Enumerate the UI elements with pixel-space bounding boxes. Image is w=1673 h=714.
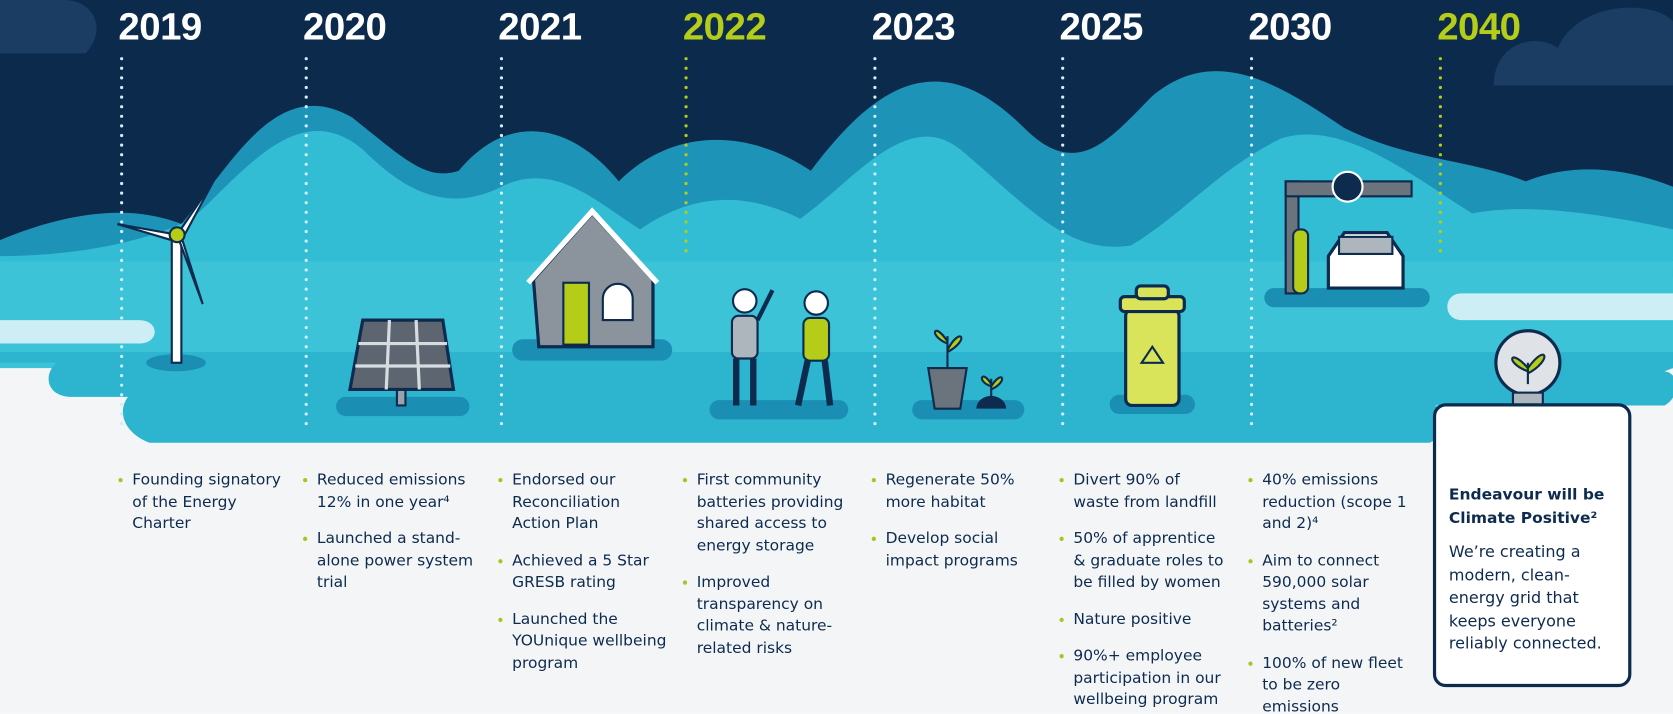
year-label: 2021	[498, 4, 581, 49]
milestone: First community batteries providing shar…	[683, 469, 854, 556]
year-label: 2019	[118, 4, 201, 49]
milestone: 40% emissions reduction (scope 1 and 2)⁴	[1248, 469, 1419, 535]
card-text: We’re creating a modern, clean-energy gr…	[1449, 541, 1615, 656]
milestone: Aim to connect 590,000 solar systems and…	[1248, 550, 1419, 637]
year-label: 2040	[1437, 4, 1520, 49]
milestone: Improved transparency on climate & natur…	[683, 572, 854, 659]
milestone: Endorsed our Reconciliation Action Plan	[498, 469, 669, 535]
milestone: Reduced emissions 12% in one year⁴	[303, 469, 474, 513]
milestone-list: Endorsed our Reconciliation Action Plan A…	[498, 469, 669, 689]
cloud	[0, 0, 96, 53]
year-label: 2022	[683, 4, 766, 49]
shore	[0, 352, 1673, 363]
card-title: Endeavour will be Climate Positive²	[1449, 483, 1615, 530]
milestone-list: Founding signatory of the Energy Charter	[118, 469, 289, 550]
year-label: 2030	[1248, 4, 1331, 49]
milestone-list: 40% emissions reduction (scope 1 and 2)⁴…	[1248, 469, 1419, 713]
page: {"columns":[ {"year":"2019","year_color"…	[0, 0, 1673, 714]
milestone-list: Regenerate 50% more habitat Develop socia…	[872, 469, 1043, 586]
milestone: Develop social impact programs	[872, 528, 1043, 572]
milestone: Regenerate 50% more habitat	[872, 469, 1043, 513]
milestone: Launched a stand-alone power system tria…	[303, 528, 474, 594]
milestone: Founding signatory of the Energy Charter	[118, 469, 289, 535]
milestone: Launched the YOUnique wellbeing program	[498, 609, 669, 675]
goal-card: Endeavour will be Climate Positive² We’r…	[1433, 403, 1631, 687]
milestone: 100% of new fleet to be zero emissions	[1248, 652, 1419, 713]
milestone: Achieved a 5 Star GRESB rating	[498, 550, 669, 594]
year-label: 2025	[1059, 4, 1142, 49]
milestone: Divert 90% of waste from landfill	[1059, 469, 1230, 513]
milestone-list: Divert 90% of waste from landfill 50% of …	[1059, 469, 1230, 713]
milestone: 90%+ employee participation in our wellb…	[1059, 646, 1230, 712]
milestone: Nature positive	[1059, 609, 1230, 631]
year-label: 2023	[872, 4, 955, 49]
milestone-list: First community batteries providing shar…	[683, 469, 854, 674]
milestone-list: Reduced emissions 12% in one year⁴ Launch…	[303, 469, 474, 608]
milestone: 50% of apprentice & graduate roles to be…	[1059, 528, 1230, 594]
year-label: 2020	[303, 4, 386, 49]
timeline: Endeavour will be Climate Positive² We’r…	[0, 0, 1673, 714]
